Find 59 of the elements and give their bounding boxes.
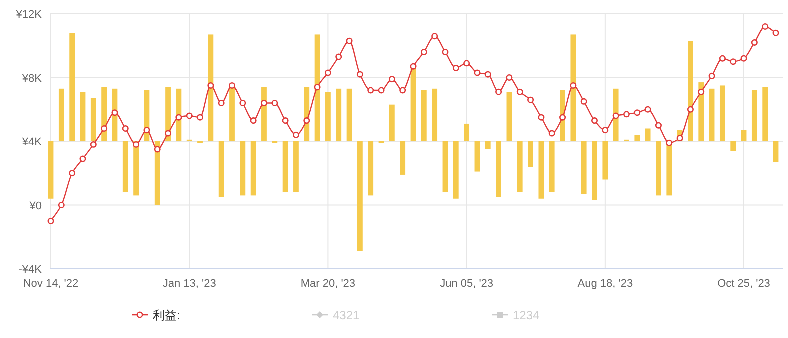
bar bbox=[58, 88, 64, 142]
bar bbox=[528, 142, 534, 167]
bar bbox=[688, 41, 694, 142]
bar bbox=[336, 88, 342, 142]
bar bbox=[464, 124, 470, 142]
x-tick-label: Jan 13, '23 bbox=[162, 278, 216, 290]
bar bbox=[656, 142, 662, 196]
bar bbox=[294, 142, 299, 192]
bar bbox=[645, 128, 651, 142]
bar bbox=[400, 142, 406, 175]
bar bbox=[122, 142, 128, 192]
x-tick-label: Aug 18, '23 bbox=[578, 278, 634, 290]
bar bbox=[570, 34, 576, 142]
bar bbox=[496, 142, 502, 198]
bar bbox=[389, 104, 395, 142]
bar bbox=[432, 88, 438, 142]
bar bbox=[80, 92, 86, 142]
bar bbox=[720, 86, 726, 142]
y-tick-label: ¥4K bbox=[21, 136, 43, 148]
bar bbox=[474, 142, 480, 172]
bar bbox=[368, 142, 374, 196]
bar bbox=[602, 142, 608, 180]
y-tick-label: ¥8K bbox=[21, 72, 43, 85]
y-tick-label: -¥4K bbox=[18, 264, 43, 276]
bar bbox=[70, 33, 76, 142]
x-tick-label: Mar 20, '23 bbox=[300, 278, 356, 290]
bar bbox=[346, 88, 352, 142]
bar bbox=[485, 142, 491, 150]
bar bbox=[357, 142, 363, 252]
x-tick-label: Oct 25, '23 bbox=[718, 278, 770, 290]
bar bbox=[773, 142, 779, 162]
bar bbox=[549, 142, 555, 192]
x-tick-label: Jun 05, '23 bbox=[440, 278, 494, 290]
y-tick-label: ¥0 bbox=[28, 200, 42, 212]
bar bbox=[250, 142, 256, 196]
bar bbox=[282, 142, 288, 192]
bar bbox=[538, 142, 544, 199]
bar bbox=[421, 90, 427, 142]
bar bbox=[453, 142, 459, 199]
bar bbox=[506, 92, 512, 142]
bar bbox=[326, 92, 331, 142]
bar bbox=[741, 130, 747, 142]
bar bbox=[709, 88, 715, 142]
bar bbox=[762, 87, 768, 142]
bar bbox=[154, 142, 160, 206]
bar bbox=[752, 90, 758, 142]
bar bbox=[592, 142, 598, 200]
y-tick-label: ¥12K bbox=[15, 9, 43, 21]
bar bbox=[218, 142, 224, 198]
bar bbox=[634, 135, 640, 142]
bar bbox=[240, 142, 246, 196]
legend-label: 利益: bbox=[153, 308, 180, 322]
bar bbox=[48, 142, 54, 199]
bar bbox=[517, 142, 523, 192]
bar bbox=[581, 142, 587, 194]
bar bbox=[730, 142, 736, 152]
bar bbox=[442, 142, 448, 192]
bar bbox=[208, 34, 214, 142]
x-tick-label: Nov 14, '22 bbox=[23, 278, 79, 290]
